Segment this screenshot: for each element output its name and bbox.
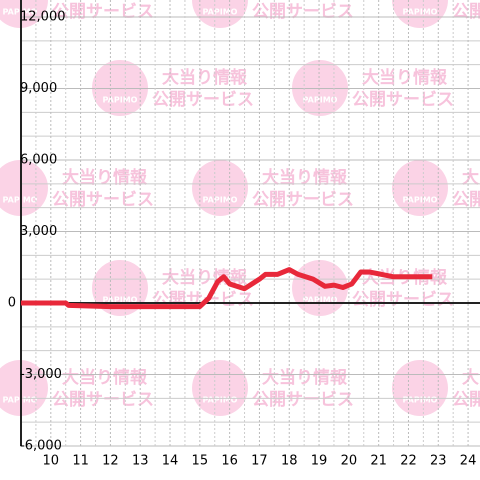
watermark-logo-text: PAPIMO [103,296,138,305]
watermark-logo-text: PAPIMO [303,96,338,105]
x-tick-label: 23 [430,454,447,469]
watermark-text: 大当り情報 [162,67,248,88]
watermark-text: 大当り情報 [462,367,480,388]
x-tick-label: 11 [72,454,89,469]
watermark-text: 公開サービス [352,90,454,110]
watermark-text: 大当り情報 [62,167,148,188]
watermark-logo-text: PAPIMO [403,396,438,405]
watermark-text: 公開サービス [52,2,154,22]
x-tick-label: 18 [281,454,298,469]
watermark-text: 大当り情報 [362,67,448,88]
watermark-logo-text: PAPIMO [203,8,238,17]
x-tick-label: 19 [311,454,328,469]
y-tick-label: -6,000 [20,439,62,454]
y-tick-label: 0 [8,296,16,311]
x-tick-label: 20 [341,454,358,469]
watermark-logo-text: PAPIMO [403,196,438,205]
data-line [21,267,433,310]
watermark-text: 公開サービス [452,2,480,22]
watermark-text: 公開サービス [252,190,354,210]
watermark-logo-text: PAPIMO [203,196,238,205]
watermark-logo-text: PAPIMO [203,396,238,405]
x-tick-label: 15 [192,454,209,469]
watermark-logo [192,360,248,416]
watermark-text: 公開サービス [352,290,454,310]
watermark-text: 公開サービス [452,390,480,410]
y-tick-label: 6,000 [20,153,57,168]
watermark-text: 大当り情報 [262,167,348,188]
y-tick-label: 12,000 [20,10,66,25]
watermark-text: 大当り情報 [62,367,148,388]
x-tick-label: 10 [43,454,60,469]
x-tick-label: 21 [370,454,387,469]
y-tick-label: 9,000 [20,81,57,96]
watermark-logo [392,0,448,28]
watermark-text: 公開サービス [52,390,154,410]
watermark-logo [192,0,248,28]
x-tick-label: 16 [221,454,238,469]
x-tick-label: 12 [102,454,119,469]
watermark-text: 公開サービス [52,190,154,210]
y-tick-label: 3,000 [20,224,57,239]
watermark-logo-text: PAPIMO [403,8,438,17]
watermark-logo-text: PAPIMO [303,296,338,305]
watermark-logo [392,160,448,216]
watermark-logo-text: PAPIMO [103,96,138,105]
watermark-text: 大当り情報 [462,167,480,188]
x-tick-label: 13 [132,454,149,469]
y-tick-label: -3,000 [20,367,62,382]
x-tick-label: 24 [460,454,477,469]
x-tick-label: 22 [400,454,417,469]
watermark-text: 大当り情報 [262,367,348,388]
watermark-text: 公開サービス [452,190,480,210]
watermark-logo [192,160,248,216]
watermark-text: 公開サービス [252,390,354,410]
watermark-text: 公開サービス [252,2,354,22]
x-tick-label: 14 [162,454,179,469]
watermark-text: 公開サービス [152,90,254,110]
x-tick-label: 17 [251,454,268,469]
watermark-logo [392,360,448,416]
